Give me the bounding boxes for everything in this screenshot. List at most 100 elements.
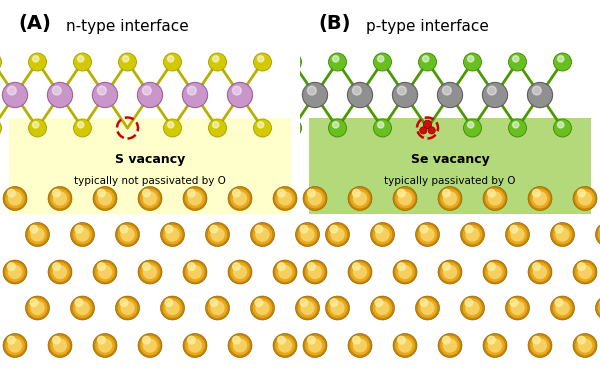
- Circle shape: [210, 299, 218, 306]
- Circle shape: [578, 263, 585, 270]
- Circle shape: [165, 299, 173, 306]
- FancyBboxPatch shape: [309, 117, 591, 214]
- Circle shape: [143, 338, 157, 353]
- Circle shape: [485, 262, 505, 282]
- Circle shape: [98, 189, 105, 197]
- Circle shape: [188, 265, 202, 279]
- Circle shape: [118, 298, 137, 318]
- Circle shape: [510, 299, 518, 306]
- Circle shape: [598, 225, 600, 244]
- Circle shape: [76, 227, 90, 242]
- Circle shape: [95, 189, 115, 208]
- Circle shape: [53, 338, 67, 353]
- Circle shape: [138, 260, 162, 284]
- Circle shape: [205, 223, 229, 246]
- Circle shape: [443, 191, 457, 206]
- Circle shape: [308, 265, 322, 279]
- Circle shape: [373, 119, 392, 137]
- Circle shape: [398, 265, 412, 279]
- Circle shape: [163, 119, 182, 137]
- Circle shape: [377, 122, 384, 128]
- Circle shape: [75, 225, 83, 233]
- Circle shape: [2, 82, 28, 107]
- Circle shape: [254, 119, 271, 137]
- Circle shape: [95, 336, 115, 355]
- Circle shape: [273, 186, 297, 211]
- Circle shape: [53, 336, 60, 344]
- Circle shape: [398, 338, 412, 353]
- Circle shape: [420, 301, 435, 315]
- Circle shape: [167, 56, 174, 62]
- Circle shape: [8, 263, 15, 270]
- Circle shape: [300, 299, 308, 306]
- Circle shape: [395, 336, 415, 355]
- Circle shape: [330, 225, 338, 233]
- Circle shape: [120, 225, 128, 233]
- Circle shape: [75, 299, 83, 306]
- Circle shape: [325, 296, 349, 320]
- Circle shape: [3, 333, 27, 358]
- Text: typically not passivated by O: typically not passivated by O: [74, 176, 226, 186]
- Circle shape: [115, 223, 139, 246]
- Circle shape: [485, 189, 505, 208]
- Circle shape: [278, 336, 285, 344]
- Circle shape: [188, 189, 195, 197]
- Circle shape: [438, 260, 462, 284]
- Circle shape: [53, 189, 60, 197]
- Circle shape: [278, 263, 285, 270]
- Circle shape: [301, 301, 314, 315]
- Text: (B): (B): [318, 14, 350, 33]
- Circle shape: [418, 225, 437, 244]
- Circle shape: [228, 333, 252, 358]
- Circle shape: [95, 262, 115, 282]
- Circle shape: [395, 262, 415, 282]
- Circle shape: [443, 263, 450, 270]
- Circle shape: [329, 119, 347, 137]
- Circle shape: [28, 225, 47, 244]
- Circle shape: [211, 227, 225, 242]
- Circle shape: [188, 263, 195, 270]
- Circle shape: [48, 260, 72, 284]
- Circle shape: [188, 338, 202, 353]
- Circle shape: [50, 262, 70, 282]
- Circle shape: [230, 189, 250, 208]
- Circle shape: [442, 86, 451, 95]
- Circle shape: [143, 189, 150, 197]
- Circle shape: [122, 56, 129, 62]
- Circle shape: [573, 186, 597, 211]
- Circle shape: [466, 227, 480, 242]
- Circle shape: [3, 260, 27, 284]
- Circle shape: [138, 186, 162, 211]
- Circle shape: [233, 338, 247, 353]
- Circle shape: [98, 338, 112, 353]
- Circle shape: [533, 191, 547, 206]
- Circle shape: [482, 82, 508, 107]
- Circle shape: [420, 127, 427, 134]
- Circle shape: [505, 223, 530, 246]
- Circle shape: [398, 336, 405, 344]
- Circle shape: [348, 186, 372, 211]
- Circle shape: [353, 191, 367, 206]
- Circle shape: [303, 333, 327, 358]
- Circle shape: [488, 191, 502, 206]
- Circle shape: [25, 223, 49, 246]
- Circle shape: [305, 262, 325, 282]
- Circle shape: [510, 227, 525, 242]
- Circle shape: [230, 336, 250, 355]
- Circle shape: [308, 191, 322, 206]
- Circle shape: [73, 298, 92, 318]
- Circle shape: [510, 225, 518, 233]
- Circle shape: [398, 191, 412, 206]
- Circle shape: [308, 189, 315, 197]
- Circle shape: [371, 296, 395, 320]
- Circle shape: [573, 260, 597, 284]
- Circle shape: [578, 191, 592, 206]
- Circle shape: [275, 336, 295, 355]
- Circle shape: [8, 189, 15, 197]
- Circle shape: [461, 223, 485, 246]
- Circle shape: [508, 298, 527, 318]
- Circle shape: [284, 119, 302, 137]
- Circle shape: [119, 53, 137, 71]
- Circle shape: [554, 53, 571, 71]
- Circle shape: [205, 296, 229, 320]
